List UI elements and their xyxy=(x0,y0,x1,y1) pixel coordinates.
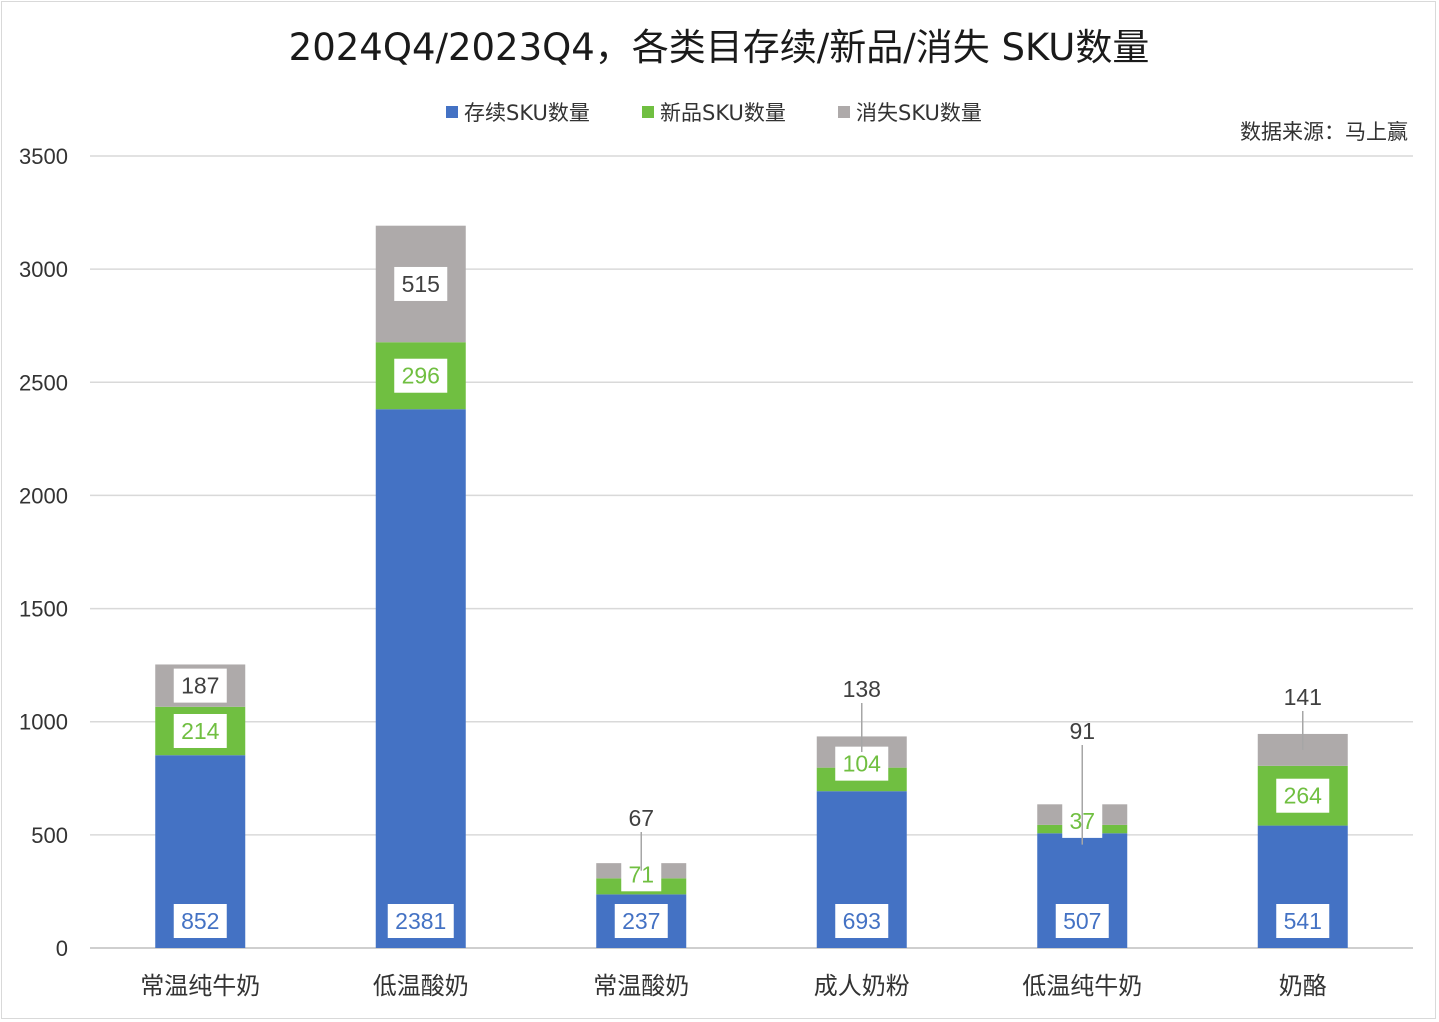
y-tick-label: 500 xyxy=(31,823,68,848)
x-tick-label: 奶酪 xyxy=(1279,972,1327,1000)
legend: 存续SKU数量 新品SKU数量 消失SKU数量 xyxy=(446,101,982,125)
data-label-continuing: 693 xyxy=(843,908,881,934)
data-label-disappeared: 515 xyxy=(402,271,440,297)
data-label-new: 296 xyxy=(402,363,440,389)
data-label-continuing-box xyxy=(173,904,227,938)
data-label-continuing-box xyxy=(1276,904,1330,938)
data-label-disappeared: 141 xyxy=(1284,684,1322,710)
data-label-new: 104 xyxy=(843,751,882,777)
legend-swatch-new xyxy=(642,106,654,118)
x-tick-label: 低温酸奶 xyxy=(373,972,469,1000)
data-label-continuing: 237 xyxy=(622,908,660,934)
data-label-continuing: 507 xyxy=(1063,908,1101,934)
x-tick-label: 低温纯牛奶 xyxy=(1022,972,1142,1000)
data-label-disappeared-box xyxy=(394,266,448,301)
x-tick-label: 常温酸奶 xyxy=(593,972,689,1000)
data-label-disappeared: 67 xyxy=(628,805,654,831)
data-label-continuing: 541 xyxy=(1284,908,1322,934)
data-label-continuing-box xyxy=(835,904,889,938)
data-label-continuing-box xyxy=(387,904,454,938)
legend-label-disappeared: 消失SKU数量 xyxy=(856,101,982,125)
y-axis: 0 500 1000 1500 2000 2500 3000 3500 xyxy=(19,144,68,961)
data-label-new-box xyxy=(394,358,448,393)
data-label-new-box xyxy=(835,746,889,781)
data-label-disappeared: 138 xyxy=(843,676,881,702)
y-tick-label: 2000 xyxy=(19,483,68,508)
data-label-continuing-box xyxy=(1055,904,1109,938)
data-label-new: 214 xyxy=(181,718,220,744)
data-label-disappeared: 91 xyxy=(1069,718,1095,744)
legend-label-new: 新品SKU数量 xyxy=(660,101,786,125)
data-label-new: 264 xyxy=(1284,783,1323,809)
gridlines xyxy=(90,155,1413,949)
chart-title: 2024Q4/2023Q4，各类目存续/新品/消失 SKU数量 xyxy=(289,26,1150,69)
x-axis: 常温纯牛奶 低温酸奶 常温酸奶 成人奶粉 低温纯牛奶 奶酪 xyxy=(140,972,1327,1000)
y-tick-label: 1000 xyxy=(19,710,68,735)
x-tick-label: 常温纯牛奶 xyxy=(140,972,260,1000)
x-tick-label: 成人奶粉 xyxy=(814,972,910,1000)
y-tick-label: 2500 xyxy=(19,370,68,395)
y-tick-label: 0 xyxy=(56,936,68,961)
data-label-new-box xyxy=(173,713,227,748)
data-label-new-box xyxy=(1276,778,1330,813)
legend-swatch-continuing xyxy=(446,106,458,118)
bars xyxy=(155,225,1348,948)
data-label-continuing: 2381 xyxy=(395,908,446,934)
bar-segment-continuing xyxy=(375,409,466,948)
source-note: 数据来源：马上赢 xyxy=(1240,120,1408,144)
data-label-disappeared-box xyxy=(173,668,227,703)
legend-swatch-disappeared xyxy=(838,106,850,118)
legend-label-continuing: 存续SKU数量 xyxy=(464,101,590,125)
y-tick-label: 3000 xyxy=(19,257,68,282)
data-label-continuing-box xyxy=(614,904,668,938)
data-labels: 8522141872381296515237716769310413850737… xyxy=(173,266,1330,938)
y-tick-label: 3500 xyxy=(19,144,68,169)
data-label-continuing: 852 xyxy=(181,908,219,934)
y-tick-label: 1500 xyxy=(19,597,68,622)
data-label-disappeared: 187 xyxy=(181,673,219,699)
